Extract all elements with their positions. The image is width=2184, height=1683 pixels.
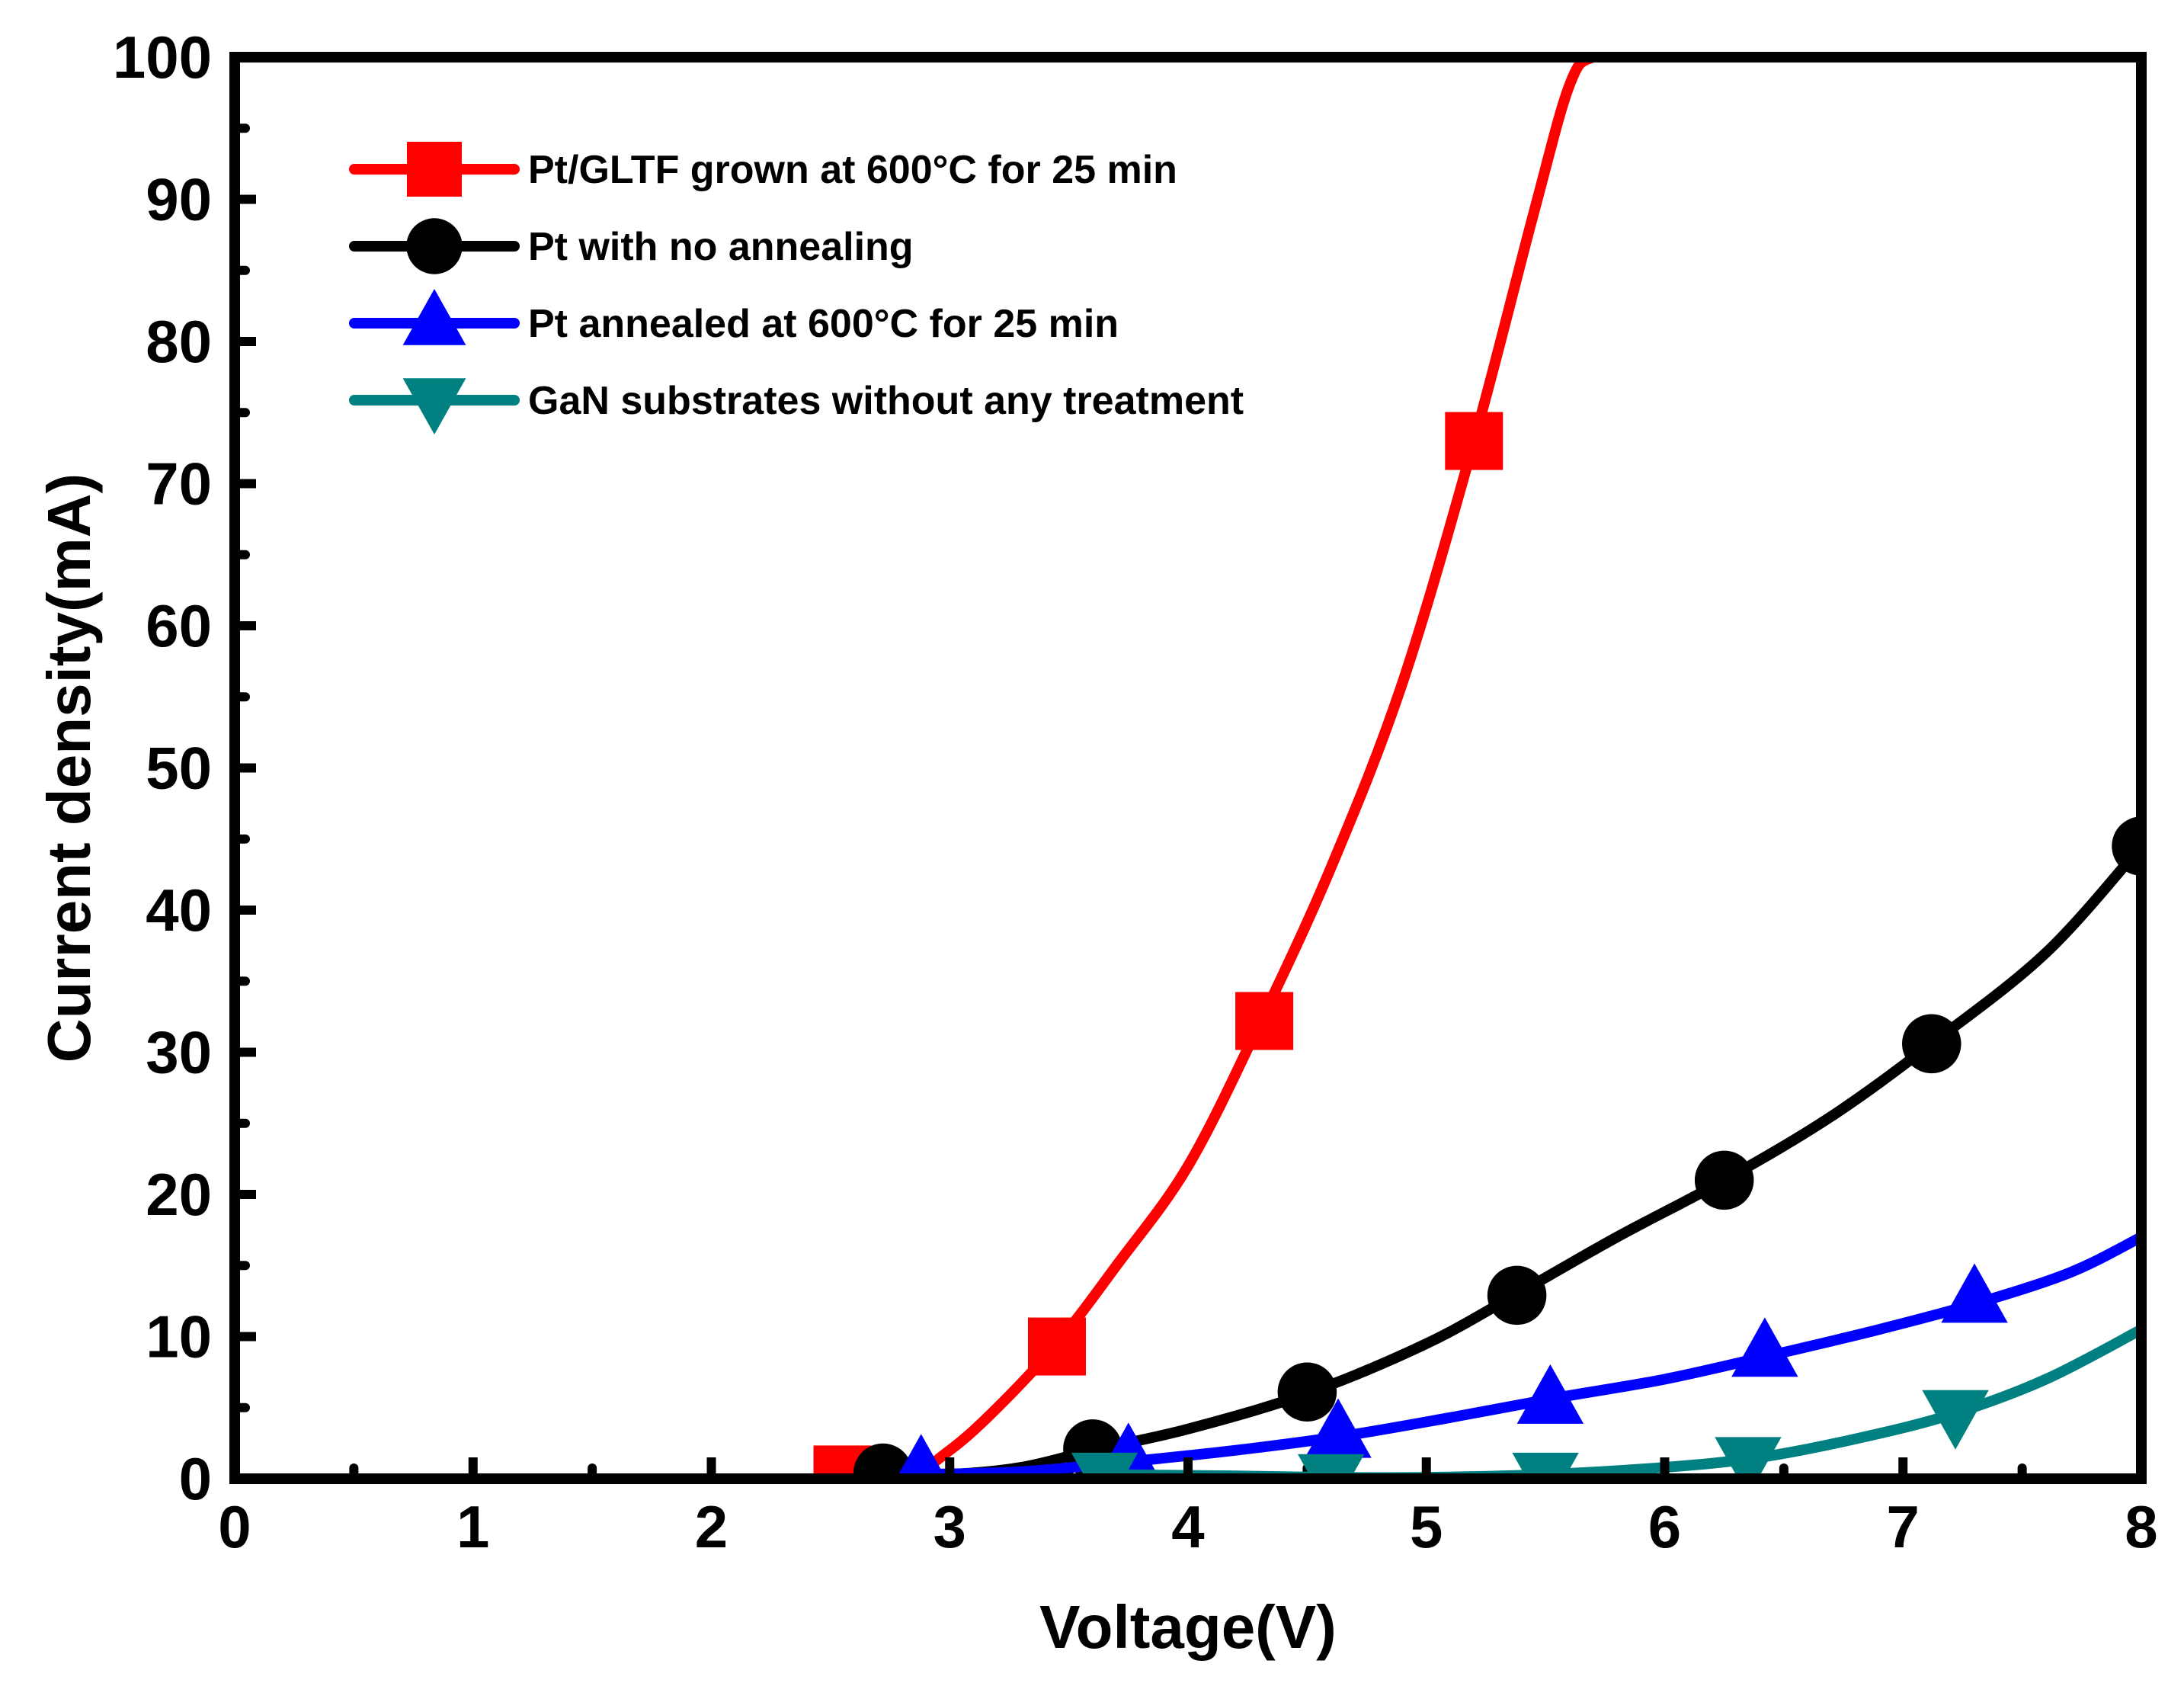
x-tick-label: 2 (695, 1493, 728, 1560)
y-tick-label: 100 (113, 24, 212, 91)
data-point-triangle-up (1516, 1364, 1584, 1424)
legend-item: Pt annealed at 600°C for 25 min (349, 289, 1119, 346)
data-point-circle (1277, 1362, 1337, 1422)
x-tick-label: 7 (1887, 1493, 1920, 1560)
data-point-triangle-up (1305, 1398, 1372, 1458)
data-point-square (1027, 1317, 1086, 1376)
series-line (825, 57, 1647, 1479)
x-tick-label: 5 (1410, 1493, 1443, 1560)
y-tick-label: 30 (146, 1019, 212, 1086)
plot-frame (229, 52, 2147, 1484)
data-point-triangle-down (1512, 1452, 1579, 1479)
y-tick-label: 50 (146, 735, 212, 802)
y-tick-label: 20 (146, 1161, 212, 1228)
y-axis-title: Current density(mA) (35, 473, 103, 1063)
data-point-circle (1694, 1150, 1754, 1210)
y-tick-label: 10 (146, 1303, 212, 1370)
legend-label: Pt with no annealing (528, 225, 914, 269)
data-point-triangle-down (1297, 1454, 1365, 1479)
legend-label: GaN substrates without any treatment (528, 379, 1244, 423)
data-point-square (1445, 412, 1504, 470)
legend-marker-triangle-down (402, 378, 466, 434)
data-point-circle (1487, 1265, 1547, 1326)
data-point-circle (1902, 1014, 1961, 1074)
x-tick-label: 3 (933, 1493, 966, 1560)
data-point-triangle-up (1731, 1317, 1798, 1377)
y-tick-label: 60 (146, 592, 212, 659)
y-tick-label: 40 (146, 877, 212, 944)
minor-ticks (230, 123, 2027, 1483)
data-point-triangle-up (895, 1434, 946, 1479)
legend-marker-triangle-up (402, 289, 466, 345)
data-point-circle (2112, 816, 2141, 876)
legend: Pt/GLTF grown at 600°C for 25 min Pt with… (349, 142, 1244, 434)
series-line (873, 841, 2141, 1479)
data-point-square (1235, 992, 1294, 1050)
data-point-triangle-down (1715, 1437, 1782, 1479)
x-tick-label: 6 (1648, 1493, 1681, 1560)
legend-label: Pt/GLTF grown at 600°C for 25 min (528, 148, 1177, 192)
data-point-triangle-down (1922, 1390, 1989, 1450)
y-tick-label: 0 (179, 1445, 212, 1512)
legend-marker-square (407, 142, 462, 197)
x-axis-title: Voltage(V) (1039, 1593, 1337, 1661)
x-tick-label: 4 (1171, 1493, 1204, 1560)
y-tick-label: 80 (146, 308, 212, 375)
x-tick-label: 8 (2125, 1493, 2157, 1560)
legend-item: GaN substrates without any treatment (349, 378, 1244, 434)
series-group (813, 57, 2141, 1479)
legend-item: Pt with no annealing (349, 218, 914, 274)
series-1 (853, 816, 2141, 1479)
series-line (1087, 1324, 2141, 1479)
y-axis-ticks: 0 10 20 30 40 50 60 70 80 90 100 (113, 24, 256, 1512)
legend-label: Pt annealed at 600°C for 25 min (528, 302, 1119, 346)
legend-item: Pt/GLTF grown at 600°C for 25 min (349, 142, 1177, 197)
data-point-triangle-down (1071, 1452, 1138, 1479)
data-point-triangle-up (1941, 1263, 2008, 1323)
x-axis-ticks: 0 1 2 3 4 5 6 7 8 (218, 1457, 2158, 1560)
x-tick-label: 1 (456, 1493, 489, 1560)
y-tick-label: 90 (146, 166, 212, 233)
y-tick-label: 70 (146, 450, 212, 518)
x-tick-label: 0 (218, 1493, 251, 1560)
data-point-circle (853, 1443, 913, 1479)
legend-marker-circle (406, 218, 463, 274)
